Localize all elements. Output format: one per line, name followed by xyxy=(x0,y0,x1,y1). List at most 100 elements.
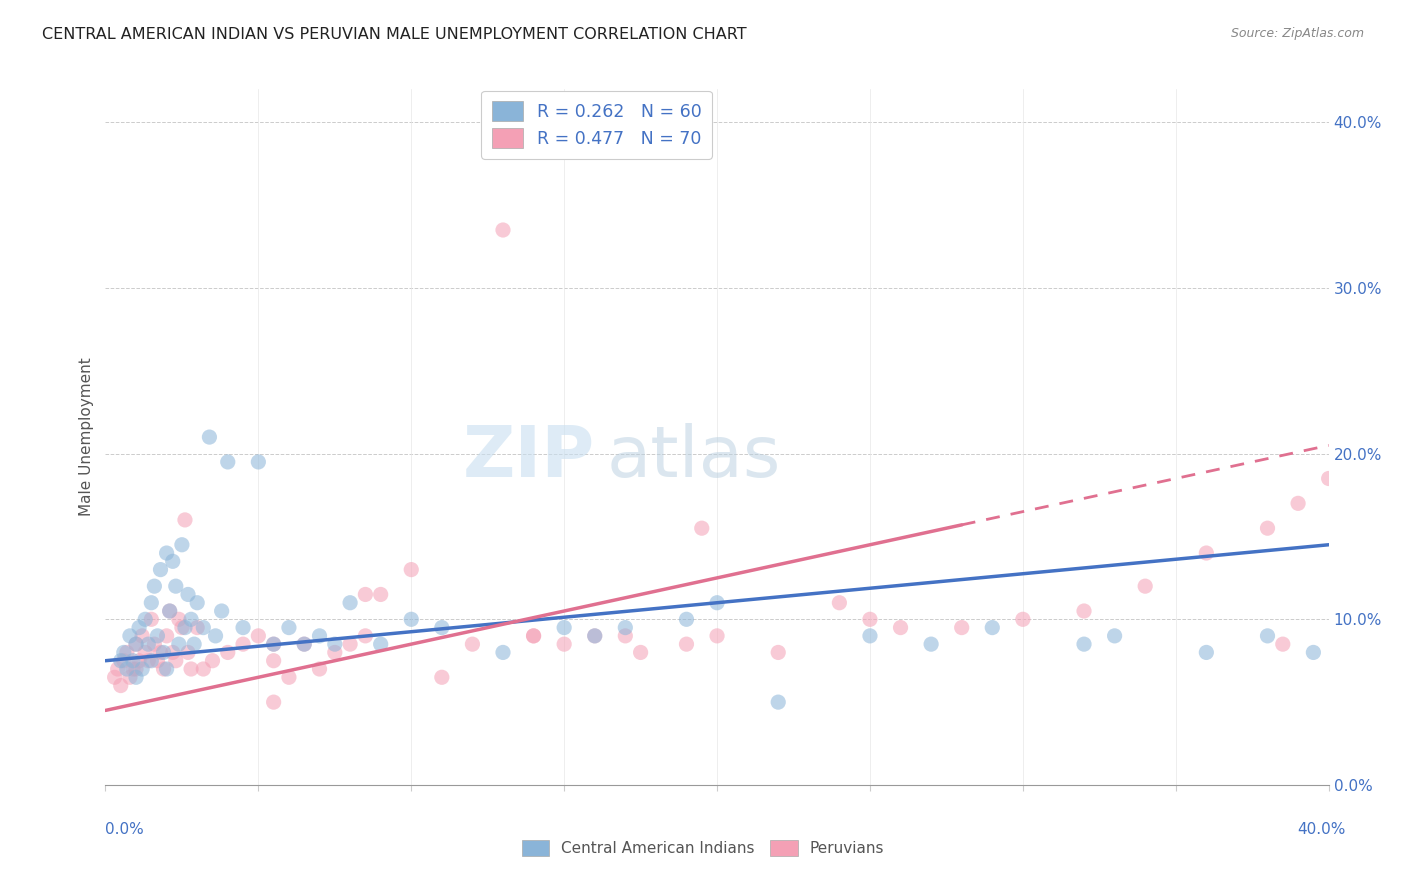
Point xyxy=(232,637,254,651)
Point xyxy=(110,679,132,693)
Point xyxy=(186,596,208,610)
Point xyxy=(141,654,163,668)
Point xyxy=(690,521,713,535)
Point xyxy=(1073,604,1095,618)
Text: 40.0%: 40.0% xyxy=(1298,822,1346,837)
Point xyxy=(308,662,330,676)
Point xyxy=(553,637,575,651)
Text: CENTRAL AMERICAN INDIAN VS PERUVIAN MALE UNEMPLOYMENT CORRELATION CHART: CENTRAL AMERICAN INDIAN VS PERUVIAN MALE… xyxy=(42,27,747,42)
Point xyxy=(461,637,484,651)
Point xyxy=(180,662,202,676)
Point xyxy=(278,621,301,635)
Point xyxy=(146,629,169,643)
Point xyxy=(193,621,215,635)
Point xyxy=(104,670,127,684)
Point xyxy=(614,629,637,643)
Point xyxy=(167,637,190,651)
Point xyxy=(156,662,179,676)
Point xyxy=(1286,496,1309,510)
Point xyxy=(141,596,163,610)
Point xyxy=(292,637,315,651)
Point xyxy=(354,629,377,643)
Point xyxy=(204,629,226,643)
Text: atlas: atlas xyxy=(607,424,782,492)
Point xyxy=(553,621,575,635)
Point xyxy=(112,645,135,659)
Point xyxy=(118,629,141,643)
Point xyxy=(143,637,166,651)
Point xyxy=(159,604,181,618)
Point xyxy=(1073,637,1095,651)
Point xyxy=(1257,629,1279,643)
Point xyxy=(523,629,546,643)
Point xyxy=(165,579,187,593)
Point xyxy=(401,563,423,577)
Point xyxy=(125,670,148,684)
Point xyxy=(141,612,163,626)
Point xyxy=(492,223,515,237)
Point xyxy=(186,621,208,635)
Point xyxy=(125,637,148,651)
Point xyxy=(523,629,546,643)
Point xyxy=(115,645,138,659)
Point xyxy=(675,612,697,626)
Point xyxy=(159,604,181,618)
Point xyxy=(583,629,606,643)
Point xyxy=(193,662,215,676)
Legend: Central American Indians, Peruvians: Central American Indians, Peruvians xyxy=(516,834,890,862)
Point xyxy=(890,621,912,635)
Point xyxy=(217,645,239,659)
Point xyxy=(768,645,790,659)
Point xyxy=(583,629,606,643)
Point xyxy=(247,455,270,469)
Point xyxy=(370,587,392,601)
Point xyxy=(149,645,172,659)
Point xyxy=(1012,612,1035,626)
Point xyxy=(920,637,942,651)
Point xyxy=(136,637,159,651)
Point xyxy=(292,637,315,651)
Point xyxy=(308,629,330,643)
Point xyxy=(1195,546,1218,560)
Point xyxy=(177,587,200,601)
Point xyxy=(247,629,270,643)
Point xyxy=(354,587,377,601)
Point xyxy=(859,629,882,643)
Point xyxy=(263,637,285,651)
Point xyxy=(180,612,202,626)
Point xyxy=(323,637,346,651)
Point xyxy=(950,621,973,635)
Point xyxy=(165,654,187,668)
Point xyxy=(263,637,285,651)
Point xyxy=(263,695,285,709)
Point xyxy=(430,670,453,684)
Point xyxy=(1104,629,1126,643)
Point xyxy=(1195,645,1218,659)
Point xyxy=(112,654,135,668)
Point xyxy=(370,637,392,651)
Point xyxy=(859,612,882,626)
Point xyxy=(1257,521,1279,535)
Y-axis label: Male Unemployment: Male Unemployment xyxy=(79,358,94,516)
Point xyxy=(128,621,150,635)
Point xyxy=(162,645,184,659)
Point xyxy=(278,670,301,684)
Point xyxy=(174,513,197,527)
Point xyxy=(146,654,169,668)
Point xyxy=(768,695,790,709)
Point xyxy=(156,629,179,643)
Point xyxy=(174,621,197,635)
Point xyxy=(1317,471,1340,485)
Point xyxy=(162,554,184,568)
Point xyxy=(131,662,153,676)
Legend: R = 0.262   N = 60, R = 0.477   N = 70: R = 0.262 N = 60, R = 0.477 N = 70 xyxy=(481,91,711,159)
Point xyxy=(170,538,193,552)
Point xyxy=(149,563,172,577)
Point xyxy=(706,629,728,643)
Point xyxy=(323,645,346,659)
Point xyxy=(167,612,190,626)
Point xyxy=(115,662,138,676)
Point xyxy=(981,621,1004,635)
Point xyxy=(122,654,145,668)
Point xyxy=(430,621,453,635)
